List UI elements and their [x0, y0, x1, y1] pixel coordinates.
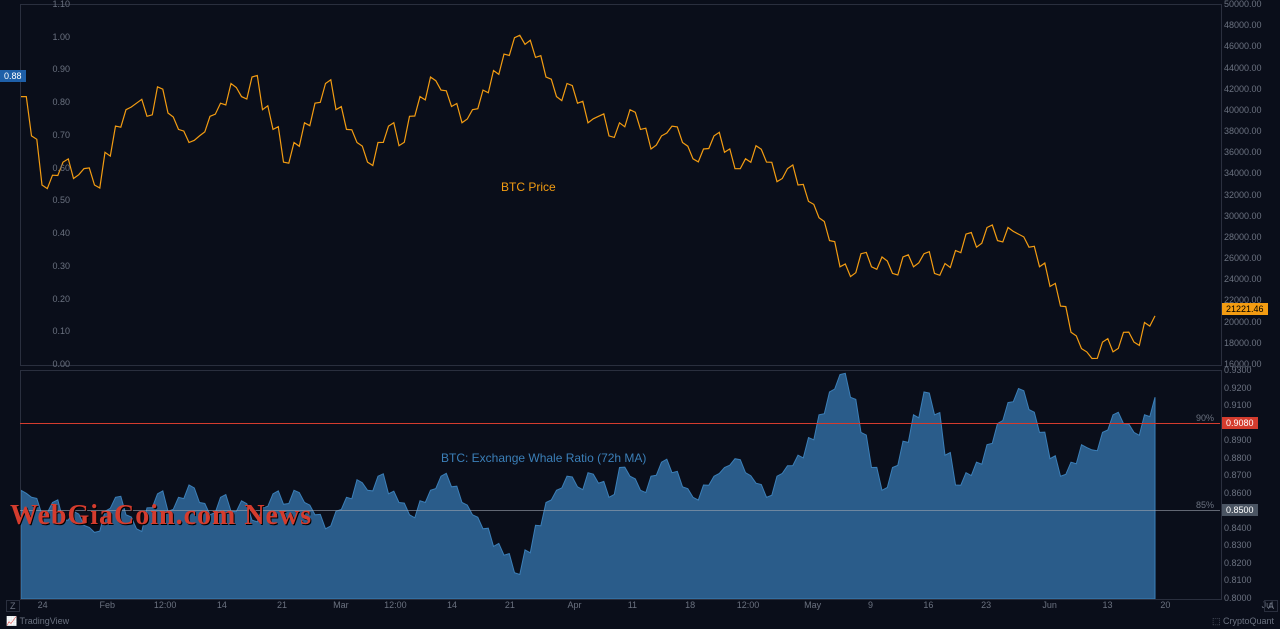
white-threshold-label: 85% [1196, 500, 1214, 510]
footer-cryptoquant[interactable]: ⬚ CryptoQuant [1212, 616, 1274, 627]
white-threshold-tag: 0.8500 [1222, 504, 1258, 516]
footer-right-text: CryptoQuant [1223, 616, 1274, 626]
red-threshold-line [20, 423, 1220, 424]
whale-panel[interactable]: BTC: Exchange Whale Ratio (72h MA) [20, 370, 1222, 600]
watermark-text: WebGiaCoin.com News [10, 500, 312, 532]
timezone-badge[interactable]: Z [6, 600, 20, 612]
price-line-svg [21, 5, 1221, 365]
footer-left-text: TradingView [20, 616, 70, 626]
whale-area-svg [21, 371, 1221, 599]
red-threshold-tag: 0.9080 [1222, 417, 1258, 429]
auto-marker[interactable]: A [1264, 600, 1278, 612]
chart-stage: BTC Price BTC: Exchange Whale Ratio (72h… [0, 0, 1280, 629]
left-current-tag: 0.88 [0, 70, 26, 82]
red-threshold-label: 90% [1196, 413, 1214, 423]
price-panel[interactable]: BTC Price [20, 4, 1222, 366]
footer-tradingview[interactable]: 📈 TradingView [6, 616, 69, 627]
right-current-tag: 21221.46 [1222, 303, 1268, 315]
